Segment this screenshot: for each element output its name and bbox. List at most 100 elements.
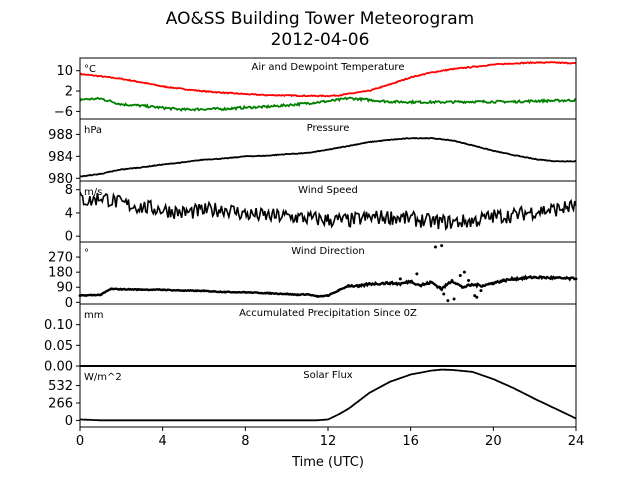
wind-direction-point: [202, 289, 206, 293]
series-line-0: [79, 136, 577, 178]
wind-direction-outlier: [398, 277, 402, 281]
y-tick-label: 984: [48, 150, 73, 165]
wind-direction-point: [460, 285, 464, 289]
panel-title: Air and Dewpoint Temperature: [252, 62, 405, 73]
y-tick-label: 0: [65, 230, 73, 245]
wind-direction-point: [223, 290, 227, 294]
wind-direction-point: [471, 283, 475, 287]
wind-direction-point: [553, 276, 557, 280]
wind-direction-point: [305, 292, 309, 296]
wind-direction-point: [99, 293, 103, 297]
y-tick-label: −6: [54, 105, 73, 120]
wind-direction-point: [512, 277, 516, 281]
y-tick-label: 4: [65, 206, 73, 221]
figure-title: AO&SS Building Tower Meteorogram: [166, 9, 474, 29]
wind-direction-outlier: [440, 244, 444, 248]
wind-direction-outlier: [475, 295, 479, 299]
wind-direction-outlier: [438, 285, 442, 289]
wind-direction-point: [367, 282, 371, 286]
wind-direction-point: [295, 293, 299, 297]
wind-direction-point: [502, 279, 506, 282]
wind-direction-outlier: [442, 292, 446, 296]
x-tick-label: 24: [568, 434, 585, 449]
y-tick-label: 0: [65, 296, 73, 311]
wind-direction-outlier: [487, 282, 491, 286]
y-tick-label: 988: [48, 128, 73, 143]
wind-direction-point: [326, 294, 330, 298]
wind-direction-point: [140, 288, 144, 291]
wind-direction-point: [429, 280, 433, 284]
panel-0: 10 2 −6 °C Air and Dewpoint Temperature: [54, 57, 577, 120]
wind-direction-point: [409, 279, 413, 283]
wind-direction-point: [109, 287, 113, 291]
x-axis-label: Time (UTC): [291, 455, 364, 470]
y-tick-label: 532: [48, 379, 73, 394]
wind-direction-trace: [79, 274, 576, 298]
y-tick-label: 266: [48, 396, 73, 411]
wind-direction-outlier: [446, 299, 450, 303]
panels-group: 102−6°C Air and Dewpoint Temperature98898…: [44, 57, 578, 429]
x-tick-label: 0: [76, 434, 84, 449]
wind-direction-outlier: [467, 279, 471, 283]
panel-title: Wind Speed: [298, 185, 358, 196]
y-tick-label: 0.10: [44, 318, 73, 333]
wind-direction-point: [450, 279, 454, 282]
panel-5: 532 266 0 W/m^2 Solar Flux: [48, 365, 577, 429]
y-tick-label: 0: [65, 414, 73, 429]
wind-direction-point: [481, 284, 485, 287]
wind-direction-point: [357, 285, 361, 288]
x-axis: 0 4 8 12 16 20 24: [76, 427, 584, 449]
x-tick-label: 4: [159, 434, 167, 449]
panel-2: 8 4 0 m/s Wind Speed: [65, 180, 577, 245]
wind-direction-outlier: [415, 272, 419, 276]
x-tick-label: 16: [402, 434, 419, 449]
wind-direction-outlier: [421, 282, 425, 286]
y-tick-label: 2: [65, 85, 73, 100]
wind-direction-point: [336, 289, 340, 292]
wind-direction-point: [264, 291, 268, 295]
wind-direction-point: [181, 289, 185, 292]
wind-direction-outlier: [462, 270, 466, 274]
panel-4: 0.10 0.05 0.00 mm Accumulated Precipitation …: [44, 303, 577, 375]
series-line-0: [79, 60, 577, 98]
y-tick-label: 180: [48, 266, 73, 281]
figure-subtitle: 2012-04-06: [271, 30, 370, 50]
panel-1: 988 984 980 hPa Pressure: [48, 118, 577, 187]
wind-direction-point: [285, 292, 289, 296]
wind-direction-outlier: [473, 294, 477, 298]
y-tick-label: 270: [48, 251, 73, 266]
panel-unit: hPa: [84, 125, 102, 136]
wind-direction-point: [491, 281, 495, 285]
wind-direction-point: [119, 287, 123, 291]
panel-title: Pressure: [307, 123, 350, 134]
y-tick-label: 0.05: [44, 339, 73, 354]
wind-direction-outlier: [458, 274, 462, 278]
x-tick-label: 20: [485, 434, 502, 449]
wind-direction-outlier: [433, 245, 437, 249]
y-tick-label: 980: [48, 172, 73, 187]
panel-unit: m/s: [84, 187, 102, 198]
panel-unit: mm: [84, 310, 103, 321]
wind-direction-point: [419, 284, 423, 287]
wind-direction-point: [316, 295, 320, 298]
wind-direction-point: [161, 288, 165, 292]
panel-unit: W/m^2: [84, 372, 122, 383]
wind-direction-point: [243, 290, 247, 294]
panel-title: Solar Flux: [303, 370, 353, 381]
wind-direction-outlier: [479, 289, 483, 293]
x-tick-label: 8: [241, 434, 249, 449]
series-line-1: [79, 96, 577, 112]
wind-direction-point: [440, 287, 444, 291]
panel-unit: °C: [84, 64, 96, 75]
wind-direction-point: [347, 284, 351, 287]
y-tick-label: 0.00: [44, 360, 73, 375]
panel-title: Accumulated Precipitation Since 0Z: [239, 308, 417, 319]
y-tick-label: 10: [56, 64, 73, 79]
x-tick-label: 12: [320, 434, 337, 449]
wind-direction-point: [398, 282, 402, 286]
wind-direction-outlier: [452, 297, 456, 301]
panel-unit: °: [84, 248, 89, 259]
wind-direction-point: [388, 281, 392, 285]
